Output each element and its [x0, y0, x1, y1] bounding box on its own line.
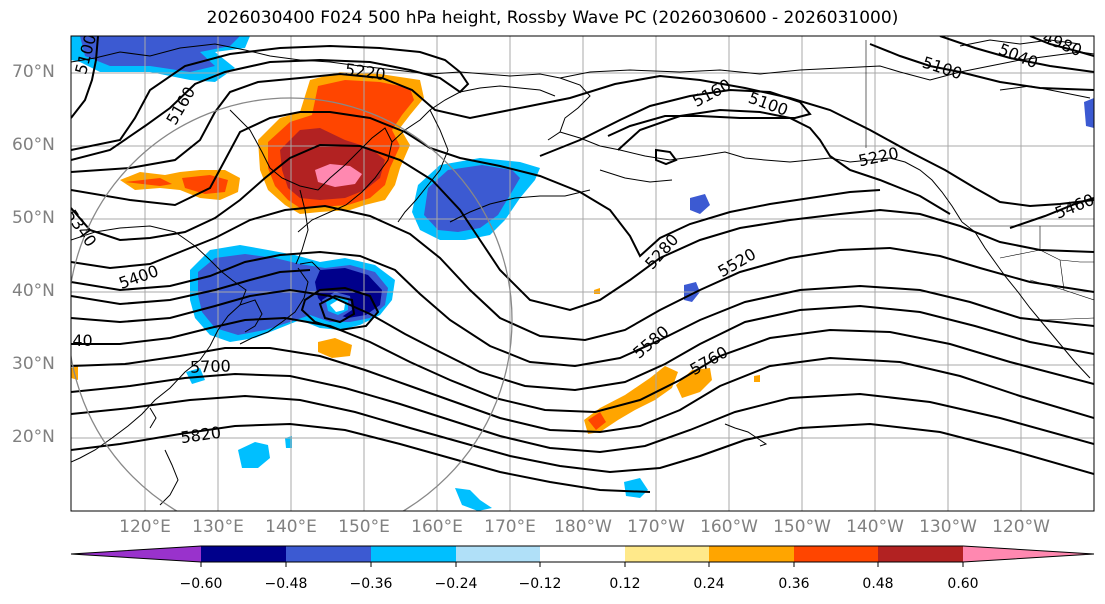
lon-label-150e: 150°E: [338, 517, 390, 537]
colorbar-tick-label: −0.36: [349, 576, 393, 592]
contour-label: 5700: [190, 356, 231, 376]
height-contours: [71, 36, 1094, 493]
colorbar-segment: [794, 546, 878, 562]
lon-label-130w: 130°W: [919, 517, 977, 537]
contour-line-5460: [1009, 197, 1094, 229]
colorbar: [70, 545, 1095, 567]
lon-label-160w: 160°W: [700, 517, 758, 537]
contour-line-5700: [71, 372, 1094, 454]
contour-line-5520: [71, 288, 1094, 392]
coastlines: [71, 39, 1094, 506]
colorbar-tick-label: −0.48: [264, 576, 308, 592]
lon-label-170w: 170°W: [627, 517, 685, 537]
colorbar-tick-label: 0.24: [693, 576, 725, 592]
lat-label-20n: 20°N: [12, 427, 55, 447]
lon-label-120e: 120°E: [119, 517, 171, 537]
colorbar-segment: [456, 546, 540, 562]
colorbar-tick-label: −0.60: [179, 576, 223, 592]
contour-line-5340: [71, 143, 1094, 312]
lon-label-160e: 160°E: [411, 517, 463, 537]
contour-line-5100-west: [71, 36, 99, 119]
lat-label-60n: 60°N: [12, 135, 55, 155]
gridlines: [71, 36, 1094, 511]
anomaly-shading: [71, 36, 1094, 511]
lat-label-40n: 40°N: [12, 281, 55, 301]
map-plot-area: 5100 5160 5220 5160 5100 5220 5100 5040 …: [52, 36, 1094, 511]
lat-label-70n: 70°N: [12, 62, 55, 82]
lat-label-50n: 50°N: [12, 208, 55, 228]
colorbar-segment: [286, 546, 371, 562]
contour-line-4980: [1029, 36, 1094, 57]
colorbar-segment: [201, 546, 286, 562]
colorbar-tick-label: 0.60: [947, 576, 979, 592]
lon-label-130e: 130°E: [192, 517, 244, 537]
reference-circle: [71, 97, 513, 511]
colorbar-segment: [878, 546, 963, 562]
contour-line-5100-ne: [869, 43, 1094, 91]
colorbar-tick-label: −0.24: [434, 576, 478, 592]
contour-line-5760: [71, 394, 1094, 475]
colorbar-segment: [371, 546, 456, 562]
contour-label: 5640: [52, 331, 93, 350]
lon-label-150w: 150°W: [773, 517, 831, 537]
lon-label-170e: 170°E: [484, 517, 536, 537]
map-title: 2026030400 F024 500 hPa height, Rossby W…: [206, 8, 899, 28]
contour-line-5220: [71, 72, 1094, 208]
contour-line-5160-west: [71, 44, 470, 161]
contour-line-5280: [71, 111, 881, 258]
contour-line-5640: [71, 347, 1094, 434]
contour-line-5400: [71, 204, 1094, 342]
lon-label-180w: 180°W: [554, 517, 612, 537]
colorbar-tick-label: −0.12: [518, 576, 562, 592]
lon-label-140w: 140°W: [846, 517, 904, 537]
contour-line-5820: [71, 422, 651, 493]
lat-label-30n: 30°N: [12, 354, 55, 374]
lon-label-140e: 140°E: [265, 517, 317, 537]
map-frame: [70, 35, 1095, 512]
colorbar-segment: [709, 546, 794, 562]
colorbar-segment: [540, 546, 625, 562]
colorbar-extend-low: [71, 546, 201, 562]
positive-anomaly-subtropics: [584, 366, 678, 434]
colorbar-tick-label: 0.36: [778, 576, 810, 592]
colorbar-tick-label: 0.12: [609, 576, 641, 592]
contour-line-5580: [71, 316, 1094, 414]
lon-label-120w: 120°W: [992, 517, 1050, 537]
colorbar-segment: [625, 546, 709, 562]
contour-line-5100-east: [617, 108, 951, 215]
contour-line-5040: [939, 36, 1094, 73]
colorbar-tick-label: 0.48: [862, 576, 894, 592]
colorbar-extend-high: [963, 546, 1094, 562]
